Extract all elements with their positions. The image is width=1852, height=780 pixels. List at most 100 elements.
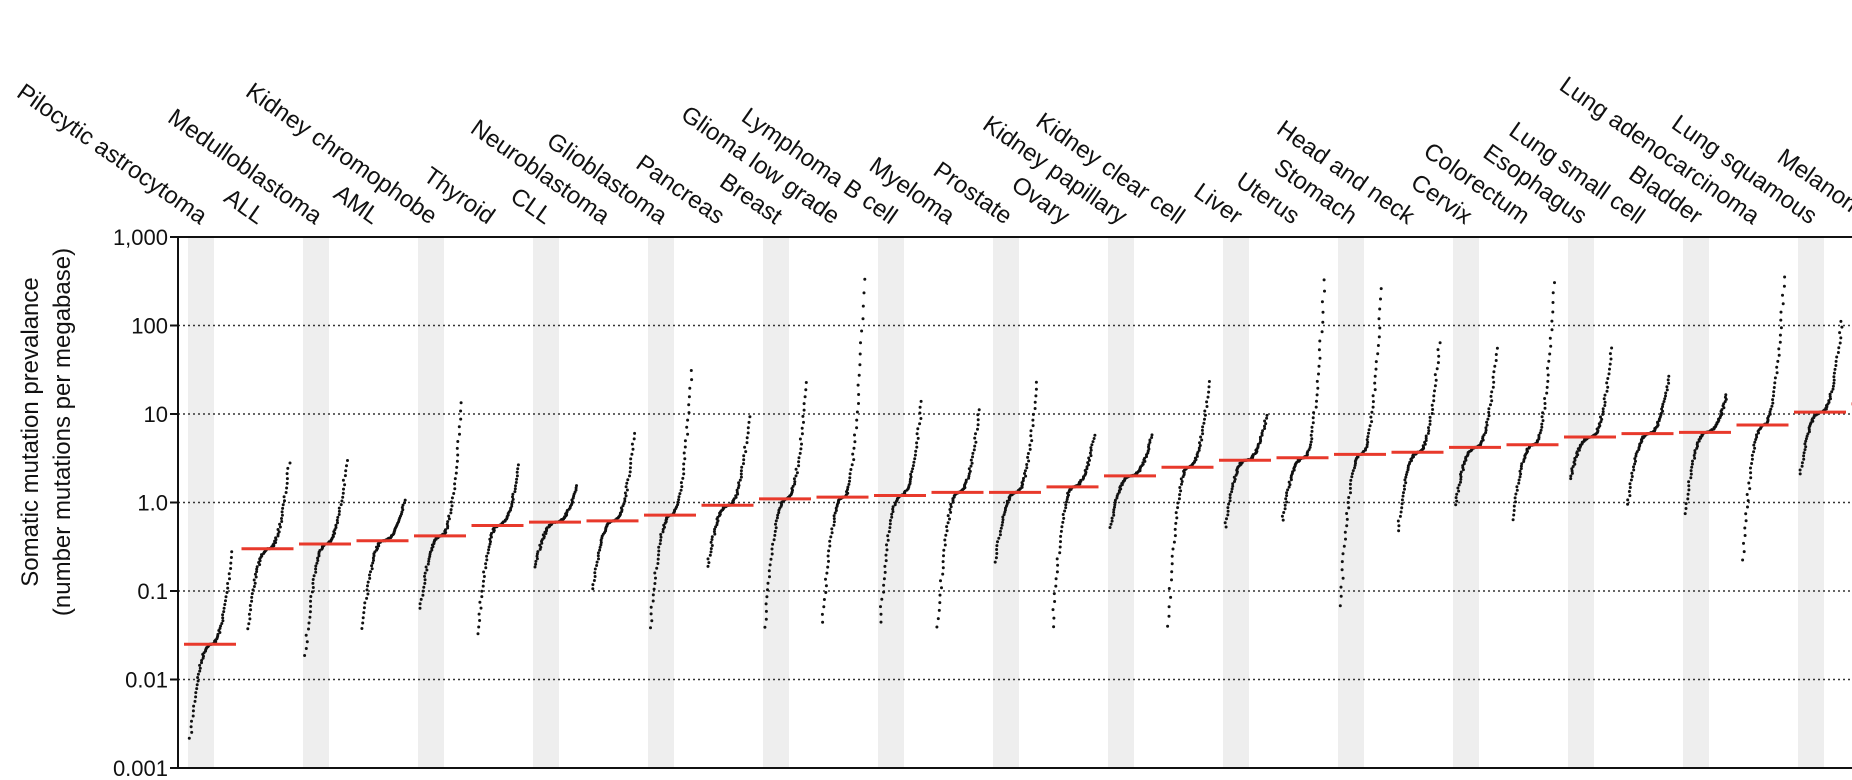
data-point — [1205, 405, 1209, 408]
data-point — [1626, 502, 1630, 506]
data-point — [1662, 400, 1666, 403]
data-point — [1428, 415, 1432, 419]
data-point — [1750, 462, 1754, 465]
data-point — [1459, 470, 1463, 474]
data-point — [1316, 386, 1320, 390]
data-point — [477, 625, 481, 629]
data-point — [1315, 393, 1319, 397]
data-point — [860, 329, 864, 333]
data-point — [768, 563, 772, 567]
data-point — [628, 470, 632, 474]
data-point — [657, 545, 661, 549]
data-point — [1660, 407, 1664, 411]
data-point — [1720, 408, 1724, 412]
data-point — [1635, 450, 1639, 454]
data-point — [1289, 478, 1293, 482]
data-point — [1317, 372, 1320, 376]
data-point — [967, 474, 971, 478]
data-point — [1054, 584, 1058, 588]
data-point — [1284, 497, 1288, 501]
data-point — [800, 426, 804, 430]
data-point — [200, 661, 203, 665]
data-point — [1454, 496, 1458, 500]
data-point — [633, 431, 637, 435]
data-point — [1200, 438, 1204, 442]
data-point — [1373, 381, 1377, 385]
data-point — [964, 478, 968, 482]
data-point — [764, 617, 768, 621]
data-point — [1723, 395, 1727, 399]
data-point — [481, 584, 485, 588]
data-point — [1258, 435, 1262, 439]
data-point — [970, 461, 974, 465]
data-point — [1802, 454, 1806, 458]
data-point — [343, 474, 347, 478]
data-point — [661, 530, 665, 534]
data-point — [250, 592, 254, 596]
data-point — [1608, 362, 1612, 366]
data-point — [828, 539, 832, 543]
data-point — [1179, 477, 1183, 481]
data-point — [337, 513, 341, 516]
data-point — [221, 619, 225, 623]
data-point — [314, 567, 318, 571]
data-point — [862, 291, 866, 295]
data-point — [1088, 458, 1091, 462]
data-point — [478, 619, 482, 622]
data-point — [1203, 417, 1206, 421]
data-point — [1369, 415, 1373, 419]
data-point — [1308, 445, 1312, 449]
data-point — [1347, 496, 1351, 499]
data-point — [833, 511, 837, 515]
data-point — [1798, 472, 1802, 476]
data-point — [858, 352, 862, 356]
data-point — [342, 487, 345, 491]
data-point — [478, 600, 482, 604]
data-point — [248, 604, 252, 607]
data-point — [418, 602, 422, 606]
data-point — [943, 543, 947, 547]
data-point — [1607, 372, 1611, 376]
data-point — [687, 395, 691, 399]
data-point — [1207, 385, 1211, 389]
data-point — [1148, 440, 1152, 444]
data-point — [250, 595, 254, 599]
data-point — [1490, 399, 1494, 403]
data-point — [1321, 310, 1325, 314]
data-point — [1230, 490, 1234, 494]
data-point — [455, 459, 459, 463]
data-point — [1683, 512, 1687, 516]
data-point — [1746, 499, 1750, 503]
data-point — [1750, 453, 1754, 457]
data-point — [1663, 397, 1667, 401]
data-point — [1283, 507, 1287, 511]
data-point — [195, 683, 199, 687]
data-point — [1318, 339, 1322, 343]
data-point — [709, 550, 713, 554]
data-point — [1345, 524, 1349, 528]
data-point — [1264, 422, 1268, 426]
data-point — [1312, 411, 1316, 415]
data-point — [967, 467, 971, 471]
data-point — [1001, 515, 1005, 519]
data-point — [909, 472, 913, 476]
data-point — [1482, 433, 1486, 437]
data-point — [880, 597, 884, 601]
data-point — [767, 569, 771, 573]
data-point — [764, 609, 768, 613]
data-point — [1024, 474, 1028, 478]
data-point — [742, 454, 746, 458]
data-point — [820, 612, 824, 616]
data-point — [1112, 508, 1116, 512]
data-point — [747, 420, 751, 424]
data-point — [1633, 457, 1637, 461]
data-point — [882, 590, 886, 594]
data-point — [748, 415, 752, 419]
data-point — [822, 605, 826, 609]
data-point — [360, 627, 364, 630]
data-point — [832, 517, 836, 521]
data-point — [1628, 494, 1632, 498]
data-point — [314, 564, 318, 568]
data-point — [195, 687, 199, 691]
data-point — [1338, 604, 1342, 608]
